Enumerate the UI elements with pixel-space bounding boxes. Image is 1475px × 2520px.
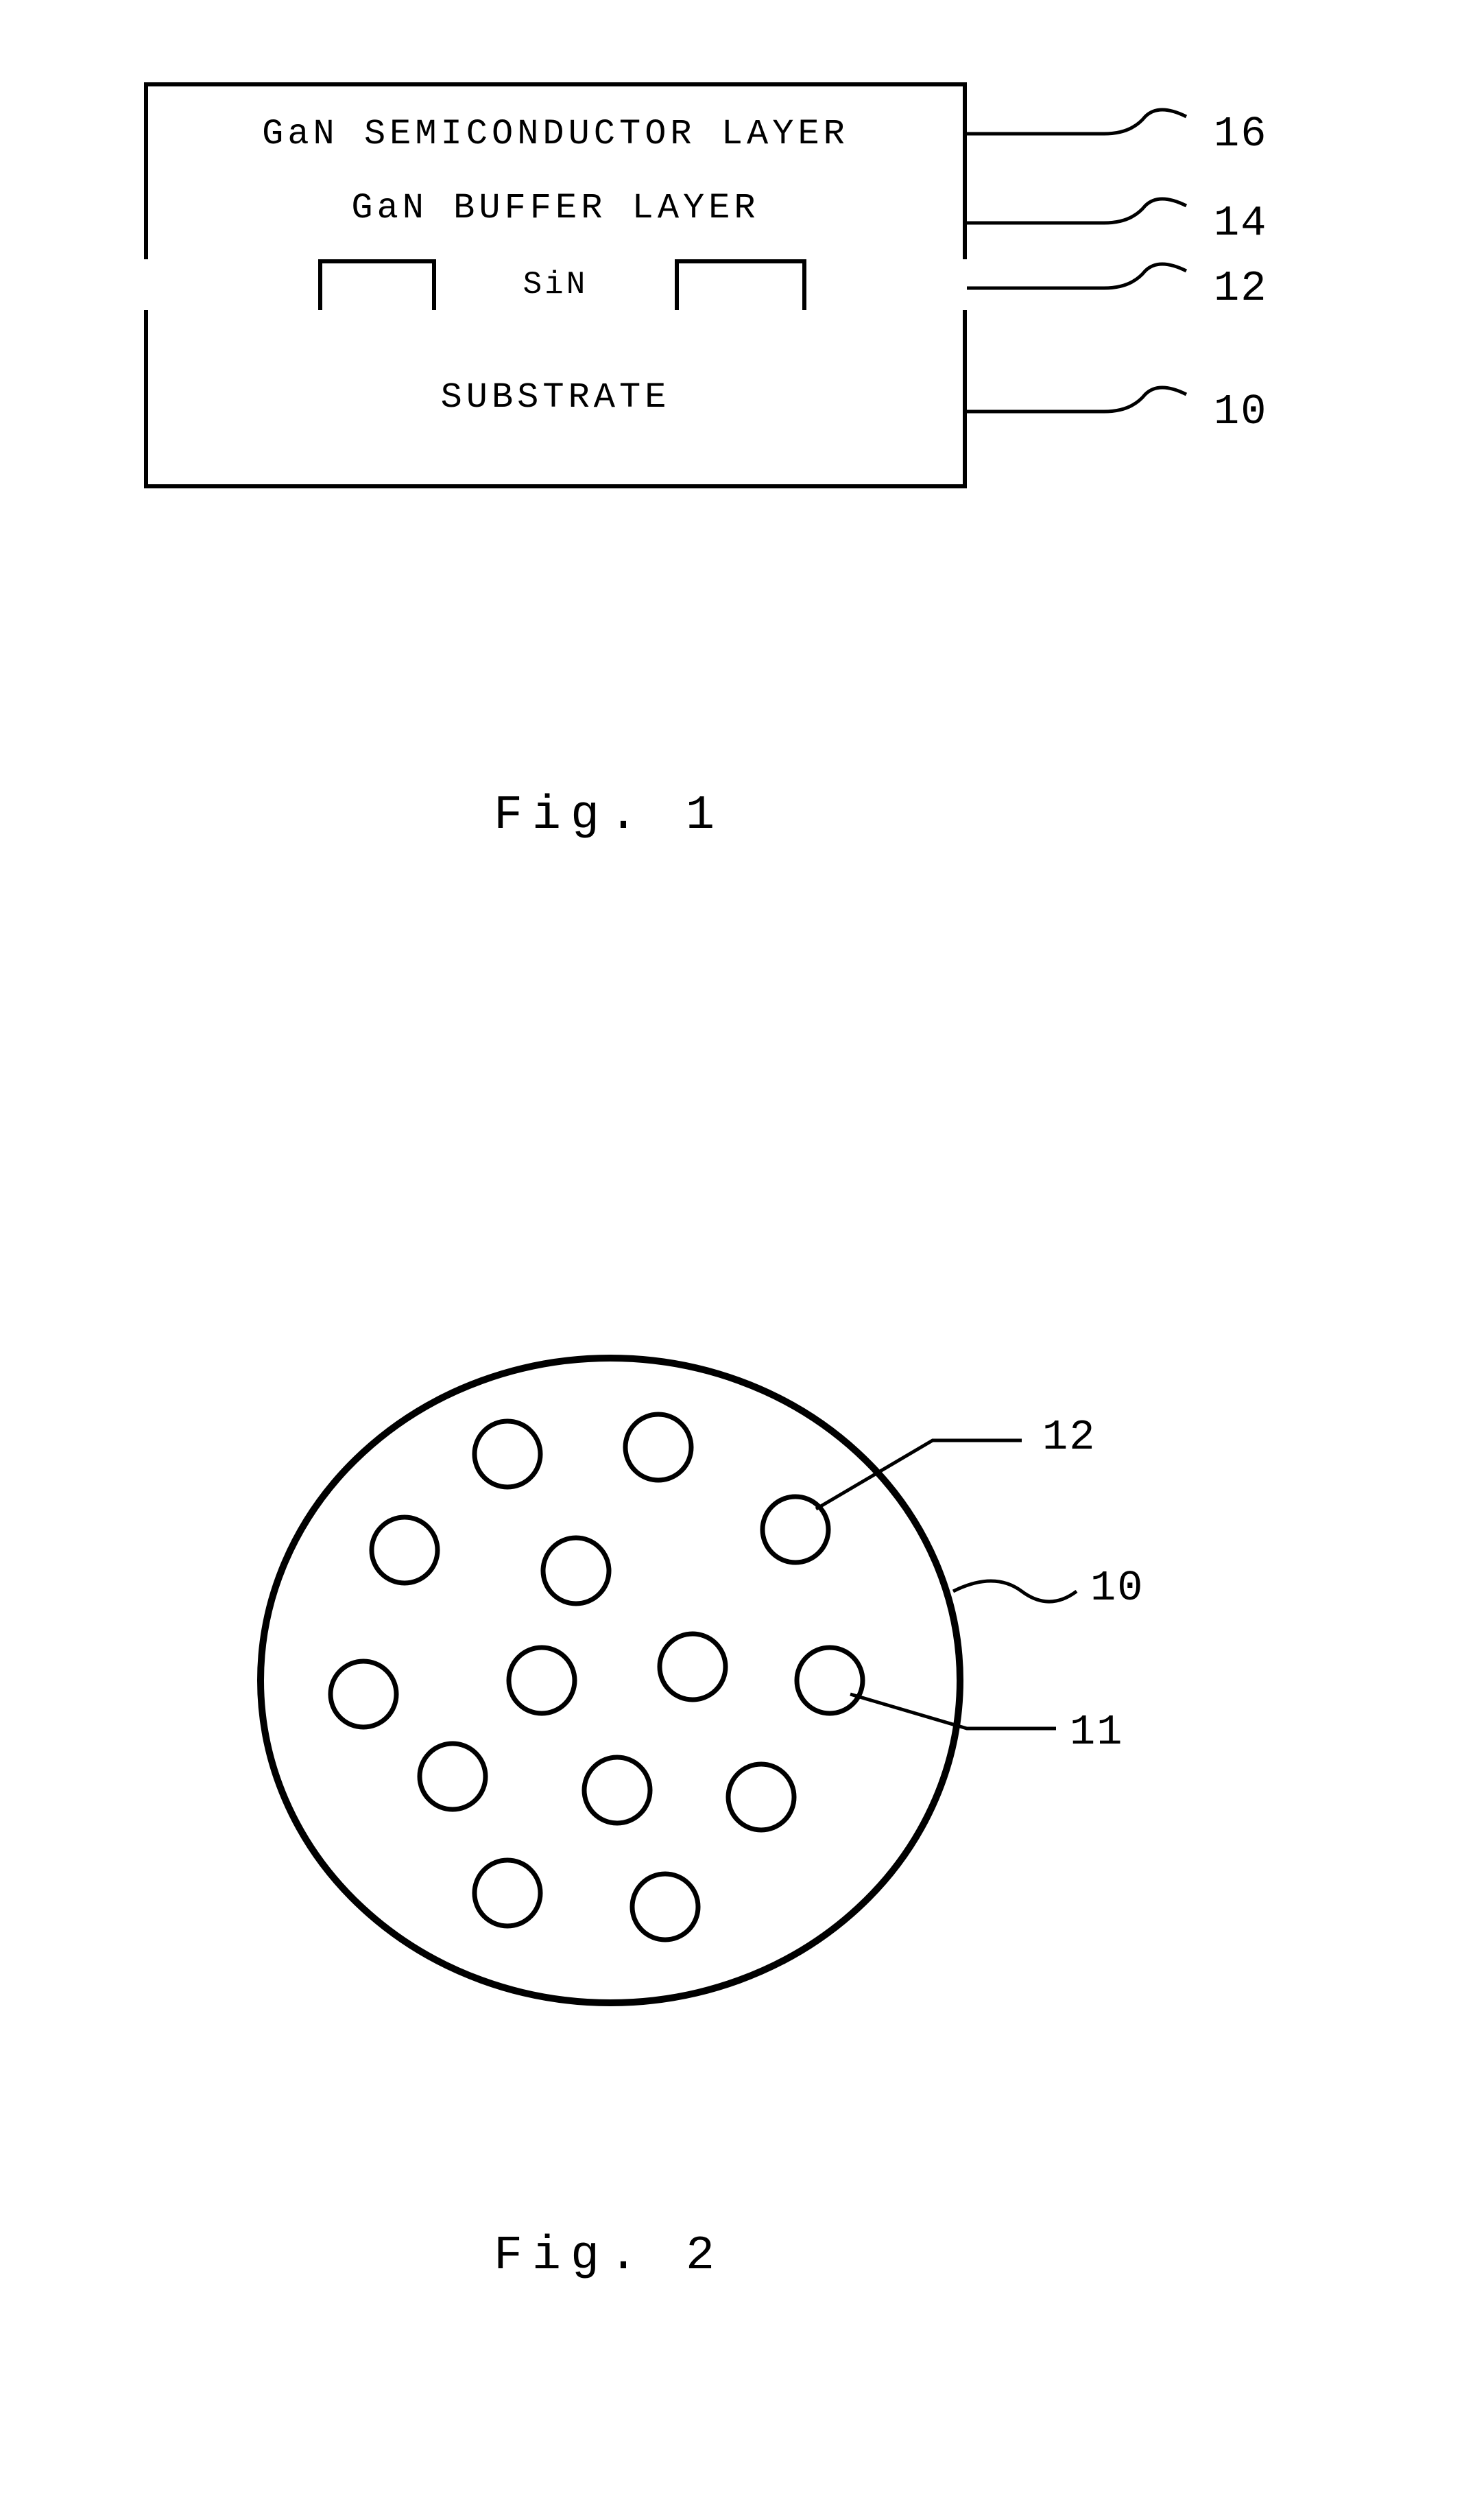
layer-buffer: GaN BUFFER LAYER xyxy=(144,181,967,263)
figure-2: 12 10 11 xyxy=(247,1338,974,2023)
sin-island xyxy=(420,1744,485,1809)
sin-island xyxy=(584,1757,650,1823)
sin-island xyxy=(372,1517,437,1583)
fig2-ref-label-12: 12 xyxy=(1042,1413,1096,1462)
layer-substrate-label: SUBSTRATE xyxy=(441,377,671,418)
figure-1: GaN SEMICONDUCTOR LAYER GaN BUFFER LAYER… xyxy=(144,82,967,494)
sin-island xyxy=(475,1860,540,1926)
sin-island xyxy=(509,1648,575,1713)
sin-block-center: SiN xyxy=(432,259,679,314)
layer-semiconductor-label: GaN SEMICONDUCTOR LAYER xyxy=(262,114,849,154)
sin-island xyxy=(625,1414,691,1480)
sin-label: SiN xyxy=(523,267,588,302)
sin-block-right xyxy=(802,259,967,314)
layer-stack: GaN SEMICONDUCTOR LAYER GaN BUFFER LAYER… xyxy=(144,82,967,494)
sin-block-left xyxy=(144,259,322,314)
layer-semiconductor: GaN SEMICONDUCTOR LAYER xyxy=(144,82,967,185)
sin-island xyxy=(632,1874,698,1940)
sin-islands-group xyxy=(331,1414,863,1940)
layer-buffer-label: GaN BUFFER LAYER xyxy=(351,188,759,228)
sin-island xyxy=(797,1648,863,1713)
ref-label-12: 12 xyxy=(1214,264,1267,313)
sin-island xyxy=(728,1764,794,1830)
sin-island xyxy=(543,1538,609,1604)
figure-1-caption: Fig. 1 xyxy=(494,789,724,843)
wafer-outline xyxy=(261,1358,960,2003)
fig2-ref-label-11: 11 xyxy=(1070,1708,1123,1757)
figure-2-caption: Fig. 2 xyxy=(494,2229,724,2283)
fig2-ref-label-10: 10 xyxy=(1090,1564,1144,1613)
ref-label-14: 14 xyxy=(1214,199,1267,248)
sin-island xyxy=(331,1661,396,1727)
sin-island xyxy=(660,1634,725,1700)
sin-island xyxy=(475,1421,540,1487)
ref-label-10: 10 xyxy=(1214,388,1267,436)
layer-substrate: SUBSTRATE xyxy=(144,310,967,488)
page: GaN SEMICONDUCTOR LAYER GaN BUFFER LAYER… xyxy=(0,0,1475,2520)
ref-label-16: 16 xyxy=(1214,110,1267,158)
